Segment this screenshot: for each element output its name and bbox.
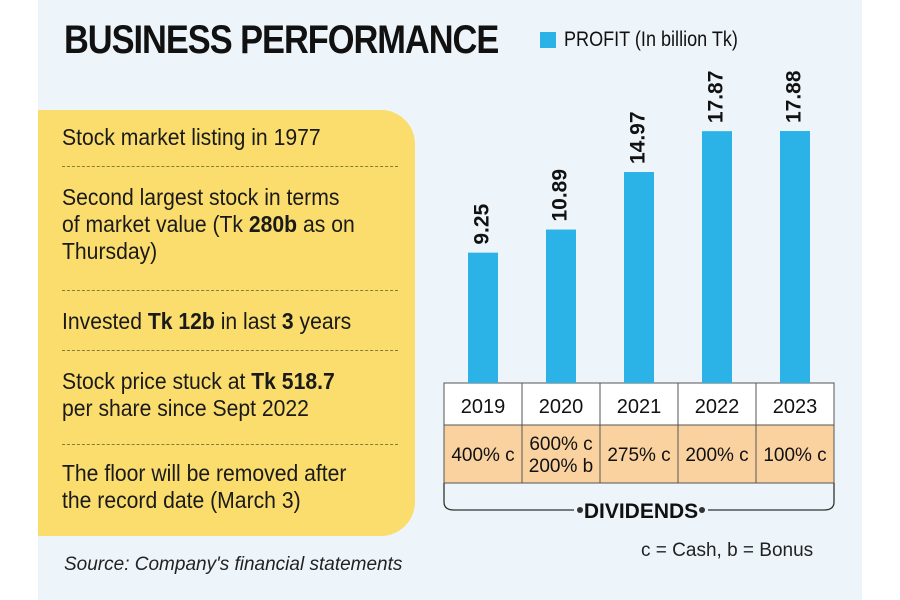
fact-item: Invested Tk 12b in last 3 years xyxy=(62,308,359,335)
dividend-value: 275% c xyxy=(607,445,670,466)
bar-value-label: 10.89 xyxy=(549,169,572,222)
profit-bar xyxy=(468,252,498,383)
fact-highlight: Tk 518.7 xyxy=(251,368,335,394)
facts-panel: Stock market listing in 1977 Second larg… xyxy=(38,110,415,536)
dividend-value: 200% c xyxy=(685,445,748,466)
bar-value-label: 14.97 xyxy=(627,111,650,164)
legend-swatch xyxy=(540,32,556,48)
fact-text: Stock price stuck at xyxy=(62,368,252,394)
page-title: BUSINESS PERFORMANCE xyxy=(64,18,499,62)
year-tick-label: 2021 xyxy=(617,396,662,418)
fact-text: Stock market listing in 1977 xyxy=(62,124,321,150)
bar-value-label: 9.25 xyxy=(471,203,494,244)
fact-text: in last xyxy=(214,308,282,334)
dividend-value: 600% c xyxy=(529,434,592,455)
fact-highlight: Tk 12b xyxy=(147,308,215,334)
dividend-value: 100% c xyxy=(763,445,826,466)
year-tick-label: 2020 xyxy=(539,396,584,418)
profit-bar xyxy=(624,172,654,383)
dividends-bracket-right xyxy=(708,483,835,511)
fact-text: years xyxy=(293,308,352,334)
profit-bar xyxy=(780,131,810,383)
fact-item: The floor will be removed after the reco… xyxy=(62,460,359,514)
fact-text: Invested xyxy=(62,308,148,334)
fact-divider xyxy=(62,166,398,167)
year-tick-label: 2019 xyxy=(461,396,506,418)
year-tick-label: 2022 xyxy=(695,396,740,418)
dividend-key: c = Cash, b = Bonus xyxy=(641,540,814,561)
fact-highlight: 280b xyxy=(248,211,298,237)
fact-text: The floor will be removed after the reco… xyxy=(62,460,347,513)
year-tick-label: 2023 xyxy=(773,396,818,418)
profit-bar xyxy=(546,229,576,383)
legend-label: PROFIT (In billion Tk) xyxy=(564,28,738,51)
dividend-value: 400% c xyxy=(451,445,514,466)
fact-item: Second largest stock in terms of market … xyxy=(62,184,359,265)
bracket-dot xyxy=(577,507,583,513)
bar-value-label: 17.88 xyxy=(783,70,806,123)
bar-value-label: 17.87 xyxy=(705,71,728,124)
fact-divider xyxy=(62,350,398,351)
dividends-bracket-left xyxy=(443,483,574,511)
fact-divider xyxy=(62,444,398,445)
bracket-dot xyxy=(699,507,705,513)
fact-text: as on Thursday) xyxy=(62,211,355,264)
dividends-label: DIVIDENDS xyxy=(584,500,698,523)
fact-item: Stock price stuck at Tk 518.7 per share … xyxy=(62,368,359,422)
year-row xyxy=(443,382,835,426)
fact-text: per share since Sept 2022 xyxy=(62,395,309,421)
dividend-value: 200% b xyxy=(529,456,593,477)
fact-text: Second largest stock in terms of market … xyxy=(62,184,340,237)
fact-item: Stock market listing in 1977 xyxy=(62,124,359,151)
fact-divider xyxy=(62,290,398,291)
profit-bar xyxy=(702,131,732,383)
dividend-row xyxy=(443,424,835,484)
fact-highlight: 3 xyxy=(281,308,294,334)
source-note: Source: Company's financial statements xyxy=(64,554,403,575)
chart-legend: PROFIT (In billion Tk) xyxy=(540,28,766,52)
